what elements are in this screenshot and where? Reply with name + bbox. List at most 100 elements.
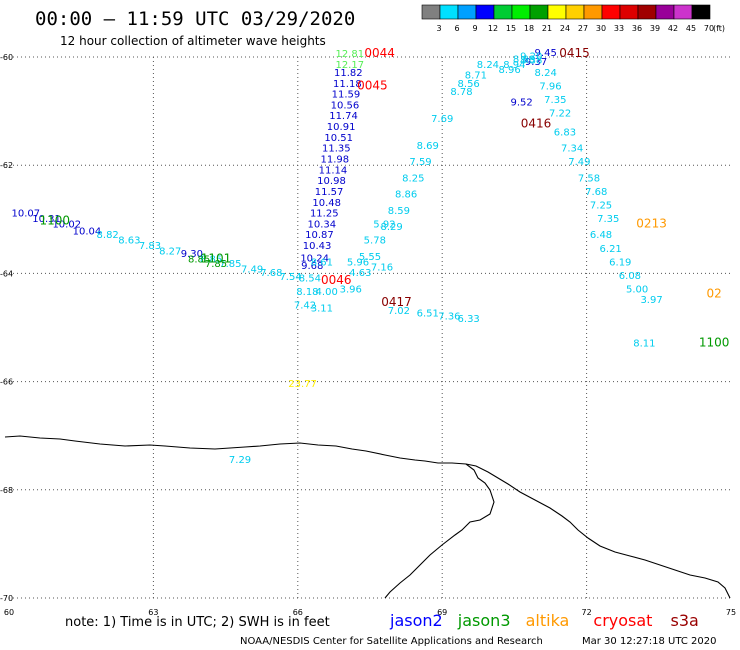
- x-tick-label: 63: [148, 608, 158, 617]
- swh-label: 8.96: [498, 65, 520, 76]
- swh-label: 12.17: [335, 60, 364, 71]
- legend-label: 6: [454, 24, 459, 33]
- swh-label: 4.00: [316, 287, 338, 298]
- chart-title: 00:00 – 11:59 UTC 03/29/2020: [35, 8, 355, 30]
- swh-label: 5.78: [364, 236, 386, 247]
- swh-label: 8.61: [311, 257, 333, 268]
- y-tick-label: -60: [0, 53, 13, 62]
- footer-note: note: 1) Time is in UTC; 2) SWH is in fe…: [65, 615, 330, 630]
- legend-label: 18: [524, 24, 534, 33]
- legend-swatch: [475, 4, 495, 20]
- satellite-name: s3a: [671, 611, 699, 630]
- swh-label: 8.27: [159, 246, 181, 257]
- altimeter-tracks: 12.8112.1711.8211.1811.5910.5611.7410.91…: [12, 46, 730, 466]
- swh-label: 10.24: [300, 253, 329, 264]
- swh-label: 7.29: [229, 455, 251, 466]
- coastline: [4, 435, 731, 599]
- legend-swatch: [655, 4, 675, 20]
- footer-timestamp: Mar 30 12:27:18 UTC 2020: [582, 636, 717, 647]
- legend-swatch: [583, 4, 603, 20]
- swh-label: 11.98: [321, 154, 350, 165]
- swh-label: 8.69: [417, 141, 439, 152]
- legend-swatch: [529, 4, 549, 20]
- y-tick-label: -68: [0, 486, 13, 495]
- swh-label: 8.85: [188, 255, 210, 266]
- swh-label: 11.57: [315, 187, 344, 198]
- swh-label: 9.20: [520, 52, 542, 63]
- color-scale-legend: 3 6 9 12 15 18 21 24 27 30 33 36 39 42 45 70(ft): [421, 4, 725, 33]
- legend-swatch: [673, 4, 693, 20]
- swh-label: 11.35: [322, 144, 351, 155]
- legend-label: 27: [578, 24, 588, 33]
- swh-label: 8.63: [118, 236, 140, 247]
- satellite-name: cryosat: [593, 611, 652, 630]
- legend-swatch: [601, 4, 621, 20]
- x-tick-label: 60: [4, 608, 14, 617]
- swh-label: 8.18: [296, 287, 318, 298]
- swh-label: 10.98: [317, 176, 346, 187]
- swh-label: 7.85: [205, 259, 227, 270]
- legend-swatch: [493, 4, 513, 20]
- swh-label: 6.51: [417, 309, 439, 320]
- swh-label: 8.11: [633, 338, 655, 349]
- swh-label: 7.68: [585, 187, 607, 198]
- legend-label: 9: [472, 24, 477, 33]
- swh-label: 8.25: [402, 173, 424, 184]
- swh-label: 7.16: [371, 263, 393, 274]
- swh-label: 6.21: [600, 244, 622, 255]
- swh-label: 8.24: [535, 68, 557, 79]
- swh-label: 7.59: [409, 157, 431, 168]
- pass-time-label: 02: [707, 287, 722, 301]
- swh-label: 4.63: [349, 268, 371, 279]
- swh-label: 5.96: [347, 257, 369, 268]
- legend-label: 30: [596, 24, 606, 33]
- swh-label: 7.42: [294, 301, 316, 312]
- pass-time-label: 0416: [521, 116, 552, 130]
- legend-label: 3: [436, 24, 441, 33]
- swh-label: 9.68: [301, 261, 323, 272]
- swh-label: 10.02: [52, 219, 81, 230]
- swh-label: 8.94: [503, 60, 525, 71]
- x-tick-label: 69: [437, 608, 447, 617]
- pass-time-label: 0415: [559, 46, 590, 60]
- legend-swatch: [439, 4, 459, 20]
- swh-label: 8.71: [465, 71, 487, 82]
- swh-label: 7.02: [388, 306, 410, 317]
- swh-label: 8.82: [97, 230, 119, 241]
- swh-label: 5.00: [626, 284, 648, 295]
- swh-label: 7.96: [539, 81, 561, 92]
- swh-label: 10.48: [312, 198, 341, 209]
- legend-label: 21: [542, 24, 552, 33]
- swh-label: 9.45: [535, 48, 557, 59]
- satellite-legend: jason2 jason3 altika cryosat s3a: [389, 611, 699, 630]
- swh-label: 3.11: [311, 303, 333, 314]
- footer-credit: NOAA/NESDIS Center for Satellite Applica…: [240, 636, 543, 647]
- legend-label: 15: [506, 24, 516, 33]
- legend-label: 45: [686, 24, 696, 33]
- swh-label: 10.51: [324, 133, 353, 144]
- satellite-name: altika: [526, 611, 570, 630]
- legend-swatch: [547, 4, 567, 20]
- legend-swatch: [619, 4, 639, 20]
- x-tick-label: 66: [293, 608, 303, 617]
- swh-label: 10.04: [73, 226, 102, 237]
- swh-label: 9.52: [510, 98, 532, 109]
- swh-label: 8.29: [381, 222, 403, 233]
- legend-label: 39: [650, 24, 660, 33]
- swh-label: 7.34: [561, 144, 583, 155]
- pass-time-label: 1101: [201, 252, 232, 266]
- swh-label: 8.38: [520, 55, 542, 66]
- pass-time-label: 0045: [357, 78, 388, 92]
- pass-time-label: 1100: [699, 335, 730, 349]
- swh-label: 7.35: [597, 214, 619, 225]
- x-tick-label: 75: [726, 608, 736, 617]
- swh-label: 7.49: [568, 157, 590, 168]
- swh-label: 10.07: [12, 209, 41, 220]
- swh-label: 6.08: [619, 271, 641, 282]
- swh-label: 11.74: [329, 111, 358, 122]
- swh-label: 7.36: [438, 311, 460, 322]
- x-tick-label: 72: [582, 608, 592, 617]
- swh-label: 8.85: [200, 255, 222, 266]
- swh-label: 11.18: [333, 79, 362, 90]
